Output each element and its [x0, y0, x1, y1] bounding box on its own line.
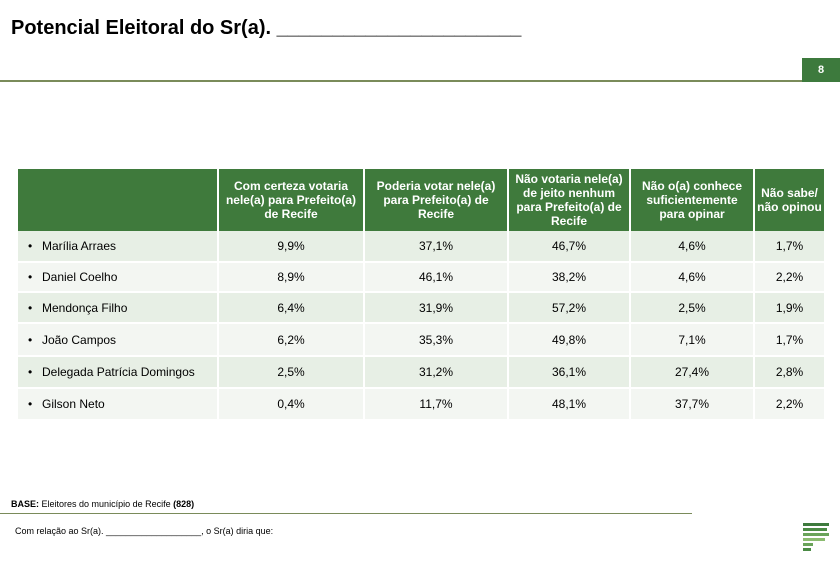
value-cell: 2,8% [754, 356, 824, 389]
bullet-icon: • [28, 239, 33, 253]
bullet-icon: • [28, 332, 33, 347]
base-label: BASE: [11, 499, 40, 509]
value-cell: 4,6% [630, 262, 755, 293]
header-candidate [18, 169, 219, 231]
value-cell: 49,8% [508, 323, 631, 357]
table-header-row: Com certeza votaria nele(a) para Prefeit… [18, 169, 824, 231]
candidate-name: • Mendonça Filho [18, 292, 219, 324]
value-cell: 38,2% [508, 262, 631, 293]
candidate-name: • Marília Arraes [18, 231, 219, 263]
table-row: • Gilson Neto 0,4% 11,7% 48,1% 37,7% 2,2% [18, 388, 824, 421]
candidate-name: • Gilson Neto [18, 388, 219, 421]
candidate-name-text: Delegada Patrícia Domingos [42, 365, 195, 379]
header-could-vote: Poderia votar nele(a) para Prefeito(a) d… [364, 169, 509, 231]
candidate-name-text: Marília Arraes [42, 239, 117, 253]
page-title: Potencial Eleitoral do Sr(a). __________… [11, 17, 522, 39]
title-divider [0, 80, 802, 82]
header-no-opinion: Não sabe/ não opinou [754, 169, 824, 231]
value-cell: 1,7% [754, 323, 824, 357]
value-cell: 57,2% [508, 292, 631, 324]
table-row: • Delegada Patrícia Domingos 2,5% 31,2% 3… [18, 356, 824, 389]
value-cell: 27,4% [630, 356, 755, 389]
value-cell: 46,7% [508, 231, 631, 263]
bullet-icon: • [28, 270, 33, 284]
bullet-icon: • [28, 397, 33, 411]
footnote: Com relação ao Sr(a). __________________… [15, 526, 274, 536]
value-cell: 46,1% [364, 262, 509, 293]
base-count: (828) [173, 499, 195, 509]
value-cell: 31,9% [364, 292, 509, 324]
table-row: • João Campos 6,2% 35,3% 49,8% 7,1% 1,7% [18, 323, 824, 357]
header-does-not-know-enough: Não o(a) conhece suficientemente para op… [630, 169, 755, 231]
value-cell: 2,5% [630, 292, 755, 324]
header-certainly-vote: Com certeza votaria nele(a) para Prefeit… [218, 169, 365, 231]
value-cell: 31,2% [364, 356, 509, 389]
candidate-name-text: Daniel Coelho [42, 270, 118, 284]
value-cell: 37,1% [364, 231, 509, 263]
value-cell: 9,9% [218, 231, 365, 263]
value-cell: 7,1% [630, 323, 755, 357]
value-cell: 2,2% [754, 388, 824, 421]
base-note: BASE: Eleitores do município de Recife (… [11, 499, 194, 509]
company-logo [803, 523, 829, 551]
value-cell: 48,1% [508, 388, 631, 421]
bullet-icon: • [28, 300, 33, 315]
value-cell: 0,4% [218, 388, 365, 421]
candidate-name: • Daniel Coelho [18, 262, 219, 293]
value-cell: 1,9% [754, 292, 824, 324]
value-cell: 36,1% [508, 356, 631, 389]
header-would-not-vote: Não votaria nele(a) de jeito nenhum para… [508, 169, 631, 231]
bullet-icon: • [28, 365, 33, 379]
value-cell: 35,3% [364, 323, 509, 357]
candidate-name: • Delegada Patrícia Domingos [18, 356, 219, 389]
table-row: • Mendonça Filho 6,4% 31,9% 57,2% 2,5% 1,… [18, 292, 824, 324]
table-row: • Daniel Coelho 8,9% 46,1% 38,2% 4,6% 2,2… [18, 262, 824, 293]
page-number-badge: 8 [802, 58, 840, 82]
base-text: Eleitores do município de Recife [41, 499, 171, 509]
table-row: • Marília Arraes 9,9% 37,1% 46,7% 4,6% 1,… [18, 231, 824, 263]
value-cell: 1,7% [754, 231, 824, 263]
value-cell: 6,2% [218, 323, 365, 357]
footer-divider [0, 513, 692, 514]
candidate-name: • João Campos [18, 323, 219, 357]
value-cell: 4,6% [630, 231, 755, 263]
value-cell: 6,4% [218, 292, 365, 324]
value-cell: 2,2% [754, 262, 824, 293]
value-cell: 2,5% [218, 356, 365, 389]
value-cell: 8,9% [218, 262, 365, 293]
candidate-name-text: Gilson Neto [42, 397, 105, 411]
value-cell: 11,7% [364, 388, 509, 421]
candidate-name-text: Mendonça Filho [42, 300, 128, 315]
results-table: Com certeza votaria nele(a) para Prefeit… [18, 169, 824, 421]
value-cell: 37,7% [630, 388, 755, 421]
candidate-name-text: João Campos [42, 332, 117, 347]
